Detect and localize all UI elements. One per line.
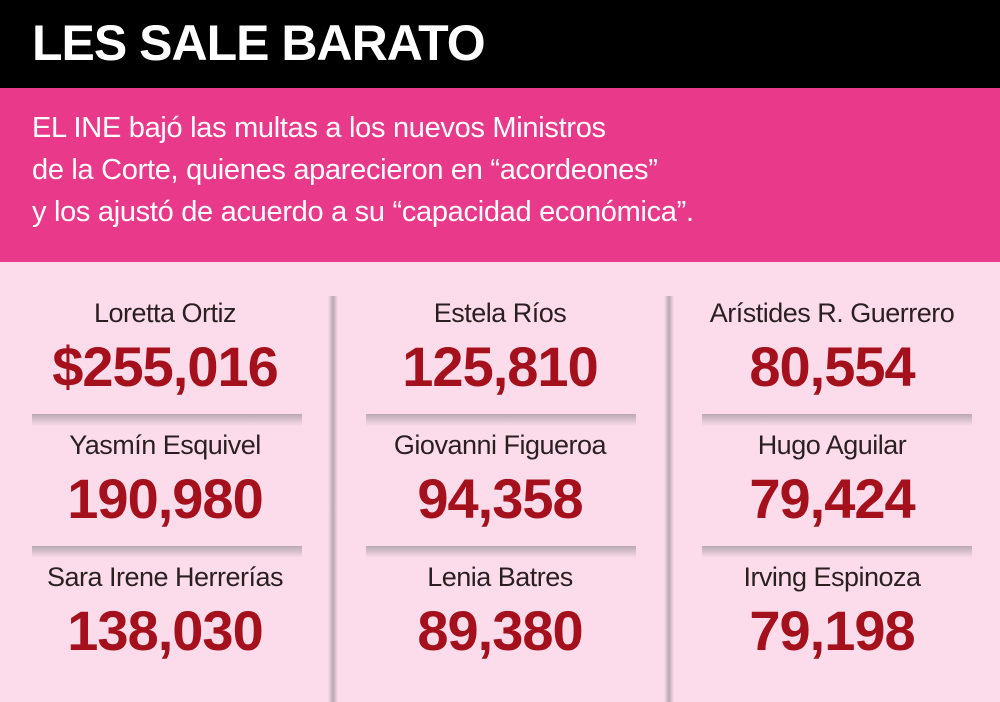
subtitle-line: y los ajustó de acuerdo a su “capacidad … [32, 196, 694, 228]
person-name: Giovanni Figueroa [393, 430, 607, 460]
person-name: Arístides R. Guerrero [709, 298, 955, 328]
header-bar [0, 0, 1000, 88]
fine-amount: $255,016 [52, 335, 279, 398]
subtitle-line: de la Corte, quienes aparecieron en “aco… [32, 154, 658, 186]
fine-amount: 94,358 [417, 467, 583, 530]
column-separator [328, 296, 338, 702]
fine-amount: 79,424 [749, 467, 915, 530]
fine-amount: 190,980 [67, 467, 263, 530]
row-separator [702, 546, 972, 558]
row-separator [32, 546, 302, 558]
person-name: Loretta Ortiz [93, 298, 237, 328]
title: LES SALE BARATO [32, 15, 486, 71]
fine-amount: 125,810 [402, 335, 598, 398]
fine-amount: 138,030 [67, 599, 263, 662]
fine-amount: 80,554 [749, 335, 915, 398]
person-name: Yasmín Esquivel [69, 430, 261, 460]
person-name: Estela Ríos [433, 298, 567, 328]
column-separator [664, 296, 674, 702]
person-name: Hugo Aguilar [757, 430, 907, 460]
person-name: Lenia Batres [427, 562, 573, 592]
person-name: Sara Irene Herrerías [46, 562, 284, 592]
row-separator [366, 414, 636, 426]
person-name: Irving Espinoza [743, 562, 921, 592]
fine-amount: 89,380 [417, 599, 583, 662]
row-separator [32, 414, 302, 426]
subtitle-line: EL INE bajó las multas a los nuevos Mini… [32, 112, 606, 144]
row-separator [366, 546, 636, 558]
fine-amount: 79,198 [749, 599, 915, 662]
row-separator [702, 414, 972, 426]
subtitle-band [0, 88, 1000, 262]
